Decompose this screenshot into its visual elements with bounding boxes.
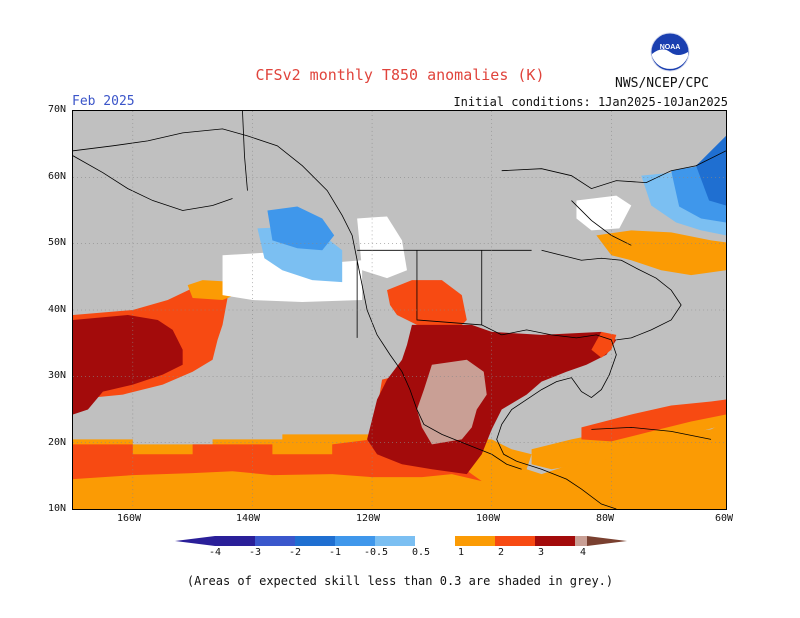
colorbar-swatch xyxy=(415,536,455,546)
colorbar-swatch xyxy=(535,536,575,546)
colorbar-arrow-high xyxy=(587,536,627,546)
colorbar-swatch xyxy=(455,536,495,546)
graticule xyxy=(73,111,726,509)
colorbar-tick: 1 xyxy=(458,547,465,558)
colorbar-swatch xyxy=(375,536,415,546)
anomaly-region-red-caribbean xyxy=(581,399,726,442)
coastlines xyxy=(73,111,726,509)
colorbar-tick: 4 xyxy=(580,547,587,558)
lat-label-10n: 10N xyxy=(48,503,67,514)
colorbar-tick: -0.5 xyxy=(364,547,389,558)
anomaly-region-darkblue-east-canada xyxy=(696,135,726,206)
skill-footnote: (Areas of expected skill less than 0.3 a… xyxy=(186,574,614,588)
lat-label-40n: 40N xyxy=(48,304,67,315)
forecast-month: Feb 2025 xyxy=(72,94,135,109)
colorbar-swatch xyxy=(575,536,587,546)
lon-label-160w: 160W xyxy=(117,513,142,524)
colorbar-tick: -1 xyxy=(329,547,342,558)
anomaly-region-red-se-coast xyxy=(591,331,617,358)
anomaly-map xyxy=(72,110,727,510)
colorbar-arrow-low xyxy=(175,536,215,546)
lat-label-60n: 60N xyxy=(48,171,67,182)
anomaly-region-brown-mexico xyxy=(416,359,487,445)
colorbar-tick: -3 xyxy=(249,547,262,558)
colorbar-swatch xyxy=(215,536,255,546)
lat-label-50n: 50N xyxy=(48,237,67,248)
svg-text:NOAA: NOAA xyxy=(660,44,681,51)
neutral-region-canada xyxy=(357,216,407,279)
chart-title: CFSv2 monthly T850 anomalies (K) xyxy=(255,66,545,84)
noaa-logo-icon: NOAA xyxy=(650,32,690,72)
colorbar-tick: 2 xyxy=(498,547,505,558)
lat-label-70n: 70N xyxy=(48,104,67,115)
lon-label-60w: 60W xyxy=(715,513,734,524)
anomaly-region-red-plains xyxy=(387,280,467,330)
anomaly-region-orange-ne xyxy=(596,230,726,276)
agency-label: NWS/NCEP/CPC xyxy=(615,76,709,91)
anomaly-region-blue-nw xyxy=(267,206,335,251)
colorbar-swatch xyxy=(495,536,535,546)
colorbar-tick: 3 xyxy=(538,547,545,558)
colorbar-swatch xyxy=(255,536,295,546)
lon-label-140w: 140W xyxy=(236,513,261,524)
lon-label-80w: 80W xyxy=(596,513,615,524)
lat-label-30n: 30N xyxy=(48,370,67,381)
colorbar-tick: 0.5 xyxy=(412,547,431,558)
anomaly-region-darkred-ne-pacific xyxy=(73,314,183,415)
lat-label-20n: 20N xyxy=(48,437,67,448)
lon-label-100w: 100W xyxy=(476,513,501,524)
colorbar-swatch xyxy=(335,536,375,546)
colorbar-swatch xyxy=(295,536,335,546)
colorbar-tick: -4 xyxy=(209,547,222,558)
lon-label-120w: 120W xyxy=(356,513,381,524)
colorbar xyxy=(175,536,627,546)
initial-conditions: Initial conditions: 1Jan2025-10Jan2025 xyxy=(453,95,728,109)
colorbar-tick: -2 xyxy=(289,547,302,558)
neutral-region-quebec xyxy=(576,195,632,231)
